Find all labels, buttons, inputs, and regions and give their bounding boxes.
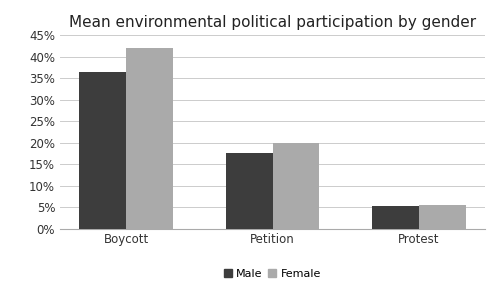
Bar — [226, 153, 272, 229]
Legend: Male, Female: Male, Female — [224, 269, 321, 279]
Title: Mean environmental political participation by gender: Mean environmental political participati… — [69, 15, 476, 30]
Bar — [419, 205, 466, 229]
Bar — [126, 48, 173, 229]
Bar — [372, 206, 419, 229]
Bar — [272, 143, 320, 229]
Bar — [80, 72, 126, 229]
